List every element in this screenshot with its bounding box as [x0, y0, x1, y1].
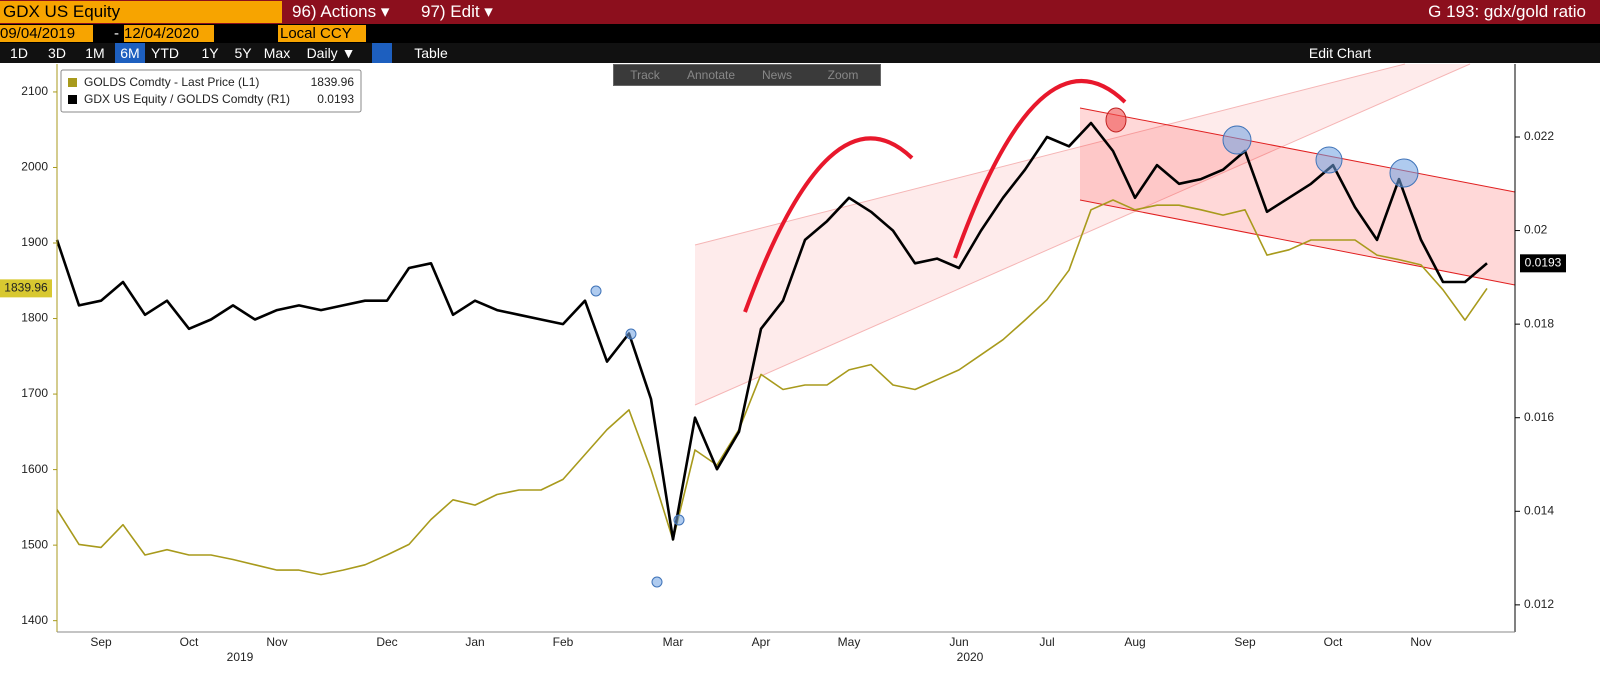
channel-line — [1079, 107, 1516, 193]
y-tick-label: 1600 — [21, 462, 48, 476]
range-button[interactable]: 3D — [48, 45, 66, 61]
y2-tick-label: 0.016 — [1524, 410, 1554, 424]
x-tick-label: Feb — [553, 635, 574, 649]
y-tick-label: 2000 — [21, 160, 48, 174]
y2-tick-label: 0.022 — [1524, 129, 1554, 143]
date-separator: - — [114, 25, 119, 42]
function-name: G 193: gdx/gold ratio — [1428, 2, 1586, 21]
tool-button[interactable]: Annotate — [686, 68, 736, 82]
legend-label: GDX US Equity / GOLDS Comdty (R1) — [84, 92, 290, 106]
start-date[interactable]: 09/04/2019 — [0, 25, 93, 42]
y2-tick-label: 0.012 — [1524, 597, 1554, 611]
range-bar: Daily ▼ Table Edit Chart 1D 3D 1M 6M YTD 1Y 5Y… — [0, 43, 1600, 63]
security[interactable]: GDX US Equity — [0, 1, 282, 23]
currency[interactable]: Local CCY — [278, 25, 366, 42]
last-value-label: 0.0193 — [1525, 255, 1562, 269]
x-tick-label: Mar — [663, 635, 684, 649]
legend-label: GOLDS Comdty - Last Price (L1) — [84, 75, 259, 89]
range-button[interactable]: 1M — [85, 45, 105, 61]
x-tick-label: Jun — [949, 635, 968, 649]
end-date[interactable]: 12/04/2020 — [124, 25, 214, 42]
series-line — [56, 199, 1488, 576]
chart-icon[interactable] — [372, 43, 392, 63]
x-tick-label: Nov — [266, 635, 287, 649]
y-tick-label: 2100 — [21, 84, 48, 98]
series-line — [55, 121, 1488, 541]
title-bar: GDX US Equity 96) Actions ▾ 97) Edit ▾ G… — [0, 0, 1600, 24]
range-button[interactable]: 1Y — [201, 45, 219, 61]
edit-menu[interactable]: 97) Edit ▾ — [421, 2, 493, 21]
date-bar: 09/04/2019 - 12/04/2020 Local CCY — [0, 24, 1600, 43]
x-tick-label: Sep — [1234, 635, 1256, 649]
y-tick-label: 1700 — [21, 386, 48, 400]
y2-tick-label: 0.014 — [1524, 503, 1554, 517]
x-tick-label: Aug — [1124, 635, 1145, 649]
x-tick-label: May — [838, 635, 861, 649]
circle-annotations — [590, 125, 1419, 588]
y-tick-label: 1900 — [21, 235, 48, 249]
channel-line — [694, 63, 1406, 246]
arc-annotation — [953, 79, 1127, 259]
x-tick-label: Oct — [180, 635, 199, 649]
down-channel — [1080, 108, 1515, 285]
y-tick-label: 1500 — [21, 537, 48, 551]
channel-line — [1079, 199, 1516, 286]
arc-annotation — [743, 136, 914, 313]
x-tick-label: Jul — [1039, 635, 1054, 649]
year-label: 2020 — [957, 650, 984, 664]
range-button[interactable]: 6M — [115, 43, 145, 63]
last-value-tag — [0, 279, 52, 298]
x-tick-label: Sep — [90, 635, 112, 649]
range-button[interactable]: Max — [263, 45, 291, 61]
x-tick-label: Oct — [1324, 635, 1343, 649]
circle-annotation — [1105, 107, 1127, 133]
range-button[interactable]: YTD — [151, 45, 179, 61]
legend-value: 0.0193 — [317, 92, 354, 106]
y-tick-label: 1400 — [21, 613, 48, 627]
frequency[interactable]: Daily ▼ — [306, 45, 356, 61]
tool-button[interactable]: Zoom — [827, 68, 859, 82]
legend-value: 1839.96 — [311, 75, 355, 89]
edit-chart[interactable]: Edit Chart — [1308, 45, 1372, 61]
x-tick-label: Dec — [376, 635, 397, 649]
chart-tools: Track Annotate News Zoom — [613, 64, 881, 86]
year-label: 2019 — [227, 650, 254, 664]
y-tick-label: 1800 — [21, 311, 48, 325]
table-button[interactable]: Table — [414, 45, 448, 61]
last-value-label: 1839.96 — [4, 281, 48, 295]
x-tick-label: Nov — [1410, 635, 1431, 649]
range-button[interactable]: 1D — [10, 45, 28, 61]
x-tick-label: Jan — [465, 635, 484, 649]
y2-tick-label: 0.02 — [1524, 223, 1548, 237]
legend: GOLDS Comdty - Last Price (L1) GDX US Eq… — [60, 69, 362, 113]
x-tick-label: Apr — [752, 635, 771, 649]
y2-tick-label: 0.018 — [1524, 316, 1554, 330]
actions-menu[interactable]: 96) Actions ▾ — [292, 2, 390, 21]
range-button[interactable]: 5Y — [234, 45, 252, 61]
tool-button[interactable]: Track — [630, 68, 660, 82]
tool-button[interactable]: News — [761, 68, 792, 82]
last-value-tag — [1520, 254, 1566, 273]
